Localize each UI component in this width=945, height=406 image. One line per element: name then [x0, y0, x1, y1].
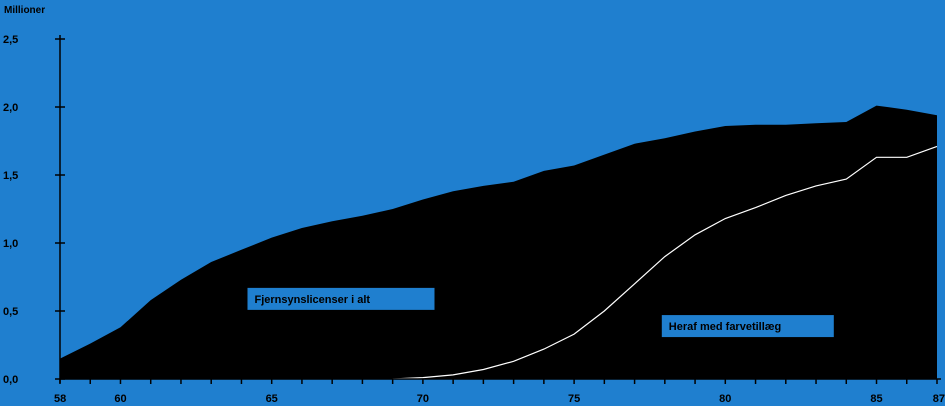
y-tick-label: 0,0 — [3, 374, 18, 386]
series-area-total-licenses — [60, 105, 937, 379]
y-tick-label: 0,5 — [3, 306, 18, 318]
annotation-box — [661, 315, 834, 338]
annotation-arrow-line — [713, 225, 723, 298]
x-tick-label: 85 — [870, 393, 882, 405]
y-tick-label: 2,5 — [3, 34, 18, 46]
annotation-label: Fjernsynslicenser i alt — [254, 294, 370, 306]
y-unit-label: Millioner — [4, 5, 45, 16]
x-tick-label: 80 — [719, 393, 731, 405]
plot-area — [60, 105, 938, 380]
x-tick-label: 58 — [54, 393, 66, 405]
x-tick-label: 70 — [417, 393, 429, 405]
y-tick-label: 2,0 — [3, 102, 18, 114]
annotation-label: Heraf med farvetillæg — [669, 321, 781, 333]
annotation-box — [247, 287, 435, 310]
x-tick-label: 75 — [568, 393, 580, 405]
x-tick-label: 65 — [266, 393, 278, 405]
series-line-color-licenses — [392, 145, 938, 380]
x-tick-label: 87 — [933, 393, 945, 405]
axes: 0,0 0,5 1,0 1,5 2,0 2,5 58 60 65 70 75 80 85 87 — [3, 34, 945, 405]
annotation-arrowhead — [716, 225, 725, 238]
annotations: Fjernsynslicenser i alt Heraf med farveti… — [247, 225, 834, 338]
y-tick-label: 1,5 — [3, 170, 18, 182]
y-tick-label: 1,0 — [3, 238, 18, 250]
x-tick-label: 60 — [114, 393, 126, 405]
